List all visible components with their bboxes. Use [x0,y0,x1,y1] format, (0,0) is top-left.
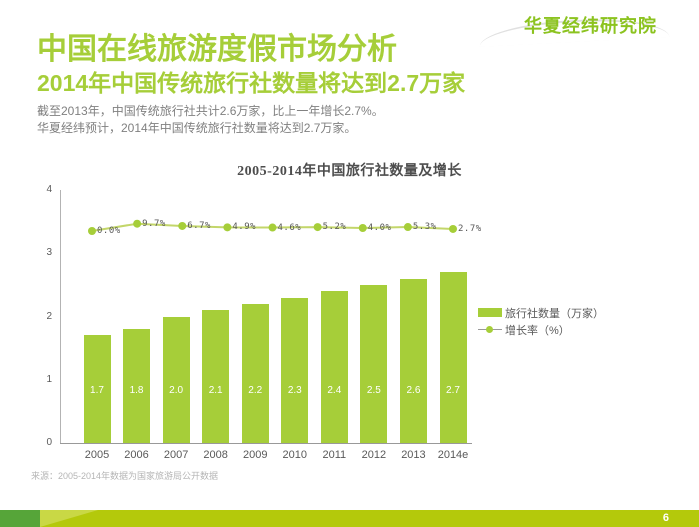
footer-bar: 6 [0,510,699,527]
legend-label-line: 增长率（%） [505,324,570,337]
line-swatch-icon [478,325,502,334]
page-number: 6 [662,512,669,524]
growth-value-label: 4.0% [367,223,392,233]
bar [281,297,309,443]
footer-accent-wedge [40,510,98,527]
bar [241,303,269,443]
growth-dot [449,224,457,233]
growth-value-label: 2.7% [458,223,482,234]
source-note: 来源：2005-2014年数据为国家旅游局公开数据 [31,471,219,481]
x-tick-label: 2007 [163,449,189,461]
bar-value-label: 2.1 [208,385,223,396]
summary-line-2: 华夏经纬预计，2014年中国传统旅行社数量将达到2.7万家。 [37,121,357,135]
bar-value-label: 2.7 [446,385,460,396]
bar [162,316,190,443]
bar-value-label: 2.5 [366,385,381,396]
growth-value-label: 0.0% [97,226,121,236]
bar [320,291,348,443]
growth-dot [313,223,322,232]
growth-dot [403,223,412,232]
y-tick-label: 3 [46,247,52,259]
x-tick-label: 2012 [361,449,387,461]
chart-title: 2005-2014年中国旅行社数量及增长 [237,164,462,179]
growth-dot [358,224,367,232]
growth-value-label: 9.7% [142,218,166,229]
bar [360,284,388,443]
y-tick-label: 1 [46,373,52,385]
bar [83,335,111,443]
x-tick-label: 2008 [203,449,228,461]
bar-value-label: 2.0 [169,385,184,396]
legend-item-line: 增长率（%） [478,321,604,338]
bar [439,272,467,443]
growth-value-label: 4.9% [232,222,257,233]
y-tick-label: 0 [46,437,52,448]
x-axis-line [60,443,472,444]
bar-value-label: 1.8 [129,385,144,396]
x-tick-label: 2005 [84,449,110,461]
footer-accent-block [0,510,40,527]
growth-value-label: 5.3% [412,222,437,233]
bar-value-label: 1.7 [90,385,104,396]
legend-label-bars: 旅行社数量（万家） [505,307,604,320]
summary-line-1: 截至2013年，中国传统旅行社共计2.6万家，比上一年增长2.7%。 [37,104,384,118]
growth-value-label: 6.7% [187,220,211,231]
y-tick-label: 4 [46,184,52,195]
bar-value-label: 2.4 [327,385,342,396]
bar [202,310,230,443]
bar-swatch-icon [478,308,502,317]
summary-text: 截至2013年，中国传统旅行社共计2.6万家，比上一年增长2.7%。 华夏经纬预… [37,103,384,137]
bar-value-label: 2.2 [248,385,263,396]
x-tick-label: 2010 [282,449,307,461]
growth-dot [133,219,142,228]
x-tick-label: 2009 [242,449,268,461]
bar [123,329,151,443]
bar-value-label: 2.3 [287,385,302,396]
growth-dot [268,223,277,232]
x-tick-label: 2011 [322,449,347,461]
y-axis-line [60,190,61,443]
x-tick-label: 2013 [401,449,426,461]
x-tick-label: 2006 [124,449,149,461]
y-tick-label: 2 [46,310,52,322]
x-tick-label: 2014e [437,449,469,461]
page-title: 中国在线旅游度假市场分析 [37,33,397,66]
growth-dot [88,227,96,235]
bar-value-label: 2.6 [406,385,421,396]
page-subtitle: 2014年中国传统旅行社数量将达到2.7万家 [37,70,466,96]
chart-legend: 旅行社数量（万家） 增长率（%） [478,304,604,338]
growth-dot [178,221,187,230]
legend-item-bars: 旅行社数量（万家） [478,304,604,321]
growth-dot [223,223,232,232]
company-logo: 华夏经纬研究院 [524,16,657,36]
growth-value-label: 5.2% [322,222,347,233]
growth-value-label: 4.6% [277,222,302,233]
bar [399,278,427,443]
